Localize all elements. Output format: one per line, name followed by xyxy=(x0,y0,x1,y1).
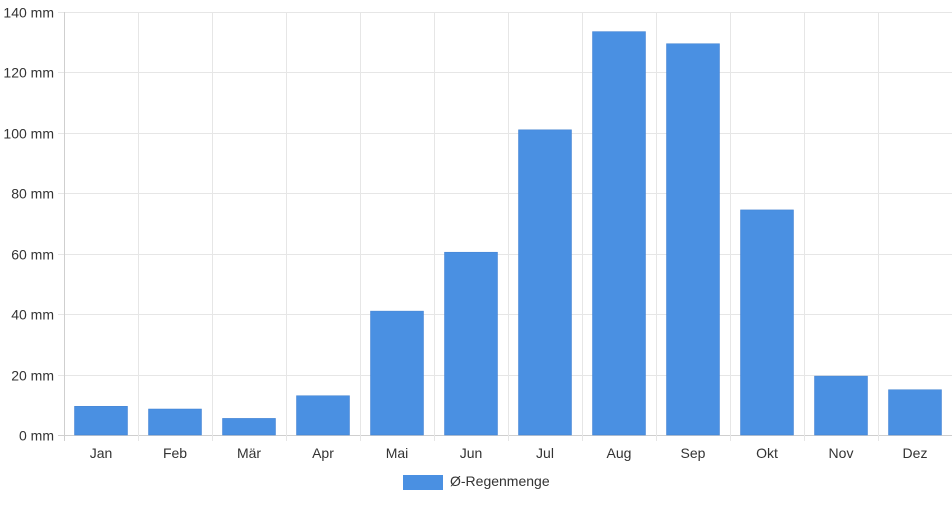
y-tick-label: 20 mm xyxy=(11,368,54,384)
grid-layer xyxy=(58,12,952,441)
bar-dez[interactable] xyxy=(888,389,942,436)
x-tick-label: Feb xyxy=(163,445,187,461)
x-tick-label: Jan xyxy=(90,445,113,461)
x-tick-label: Jul xyxy=(536,445,554,461)
x-tick-label: Aug xyxy=(607,445,632,461)
x-tick-label: Dez xyxy=(903,445,928,461)
legend-swatch xyxy=(403,475,443,490)
bar-nov[interactable] xyxy=(814,375,868,436)
bar-sep[interactable] xyxy=(666,43,720,436)
bar-aug[interactable] xyxy=(592,31,646,436)
bar-apr[interactable] xyxy=(296,395,350,436)
bar-mai[interactable] xyxy=(370,310,424,436)
y-tick-label: 40 mm xyxy=(11,307,54,323)
axis-layer: 0 mm 20 mm 40 mm 60 mm 80 mm 100 mm 120 mm 140 … xyxy=(3,5,54,444)
bar-okt[interactable] xyxy=(740,209,794,436)
bar-mär[interactable] xyxy=(222,418,276,436)
y-tick-label: 60 mm xyxy=(11,247,54,263)
x-tick-label: Sep xyxy=(681,445,706,461)
label-layer: Jan Feb Mär Apr Mai Jun Jul Aug Sep Okt Nov Dez xyxy=(90,445,928,461)
x-tick-label: Mär xyxy=(237,445,261,461)
bar-jun[interactable] xyxy=(444,251,498,436)
x-tick-label: Okt xyxy=(756,445,778,461)
y-tick-label: 80 mm xyxy=(11,186,54,202)
y-tick-label: 100 mm xyxy=(3,126,54,142)
x-tick-label: Mai xyxy=(386,445,409,461)
y-tick-label: 0 mm xyxy=(19,428,54,444)
bar-layer xyxy=(74,31,942,436)
bar-feb[interactable] xyxy=(148,408,202,436)
y-tick-label: 140 mm xyxy=(3,5,54,21)
x-tick-label: Apr xyxy=(312,445,334,461)
bar-jan[interactable] xyxy=(74,406,128,436)
x-tick-label: Nov xyxy=(829,445,854,461)
x-tick-label: Jun xyxy=(460,445,483,461)
y-tick-label: 120 mm xyxy=(3,65,54,81)
legend[interactable]: Ø-Regenmenge xyxy=(403,473,550,490)
bar-jul[interactable] xyxy=(518,129,572,436)
legend-label: Ø-Regenmenge xyxy=(450,473,550,489)
